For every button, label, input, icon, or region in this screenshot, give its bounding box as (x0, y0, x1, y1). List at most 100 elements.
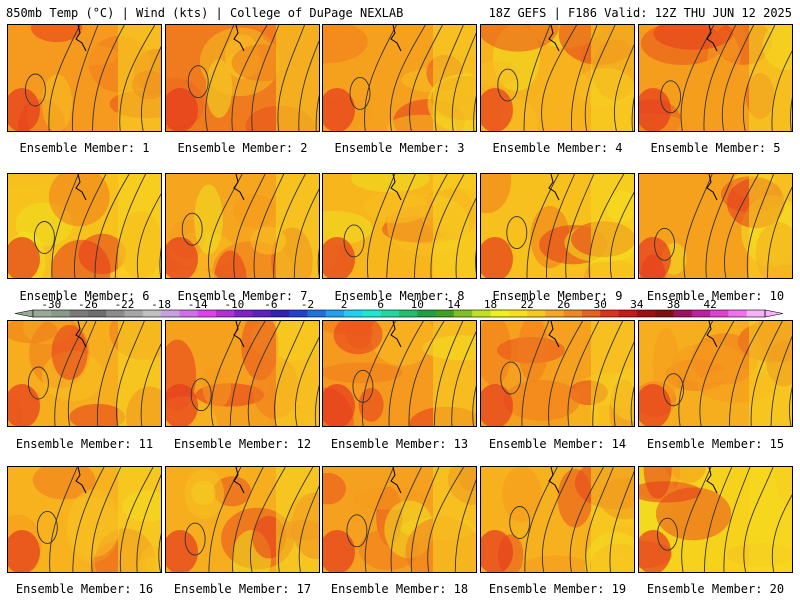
colorbar-segment (216, 310, 235, 317)
height-contour (770, 335, 792, 426)
height-contour (455, 197, 476, 278)
ensemble-member-label: Ensemble Member: 20 (646, 582, 785, 596)
height-contour (454, 478, 476, 572)
height-contour (231, 25, 268, 131)
ensemble-member-label: Ensemble Member: 14 (488, 437, 627, 451)
ensemble-member-label: Ensemble Member: 16 (15, 582, 154, 596)
height-contour (273, 174, 306, 278)
height-contour (703, 25, 737, 131)
height-contour (389, 25, 426, 131)
height-contour (72, 467, 105, 572)
height-contour (771, 50, 792, 131)
colorbar-tick: 18 (483, 298, 498, 311)
ensemble-member-map (322, 466, 477, 573)
height-contour (51, 174, 79, 278)
colorbar-tick: -6 (264, 298, 278, 311)
colorbar-segment (746, 310, 766, 317)
ensemble-member-label: Ensemble Member: 3 (334, 141, 465, 155)
height-contour (742, 25, 776, 131)
ensemble-member-map (480, 466, 635, 573)
colorbar-segment (472, 310, 491, 317)
colorbar-segment (728, 310, 748, 317)
height-contour (788, 386, 792, 426)
ensemble-member-map (480, 320, 635, 427)
height-contour (136, 193, 161, 278)
colorbar-tick: 38 (666, 298, 681, 311)
ensemble-member-label: Ensemble Member: 19 (488, 582, 627, 596)
ensemble-member-map (322, 173, 477, 279)
ensemble-member-label: Ensemble Member: 11 (15, 437, 154, 451)
height-contour (569, 467, 604, 572)
ensemble-member-map (165, 466, 320, 573)
colorbar-segment (289, 310, 308, 317)
ensemble-member-map (165, 320, 320, 427)
height-contour (317, 248, 319, 278)
colorbar-segment (435, 310, 455, 317)
height-contour (247, 321, 281, 426)
map-title: 850mb Temp (°C) | Wind (kts) | College o… (6, 6, 404, 20)
colorbar-tick: -18 (151, 298, 172, 311)
colorbar-tick: -2 (300, 298, 315, 311)
height-contour (613, 43, 634, 131)
ensemble-member-map (322, 320, 477, 427)
colorbar-tick: 2 (340, 298, 348, 311)
colorbar-segment (508, 310, 528, 317)
height-contour (703, 467, 733, 572)
height-contour (475, 249, 476, 274)
ensemble-member-map (638, 173, 793, 279)
height-contour (390, 467, 422, 572)
height-contour (541, 467, 574, 572)
colorbar-tick: 30 (593, 298, 607, 311)
ensemble-member-map (638, 466, 793, 573)
ensemble-member-label: Ensemble Member: 2 (177, 141, 308, 155)
height-contour (410, 467, 440, 572)
colorbar-segment (655, 310, 674, 317)
height-contour (388, 321, 424, 426)
height-contour (71, 25, 99, 131)
height-contour (274, 321, 305, 426)
colorbar-tick: 42 (703, 298, 717, 311)
height-contour (94, 174, 130, 278)
height-contour (588, 174, 625, 278)
height-contour (521, 321, 550, 426)
height-contour (232, 467, 264, 572)
colorbar-segment (691, 310, 711, 317)
height-contour (294, 336, 319, 426)
colorbar-segment (527, 310, 546, 317)
colorbar-segment (710, 310, 729, 317)
colorbar-segment (69, 310, 89, 317)
height-contour (434, 25, 464, 131)
height-contour (592, 321, 624, 426)
height-contour (298, 40, 319, 131)
height-contour (277, 25, 306, 131)
colorbar-segment (106, 310, 125, 317)
height-contour (546, 174, 575, 278)
height-contour (767, 186, 792, 278)
height-contour (473, 95, 476, 131)
height-contour (315, 94, 319, 131)
colorbar-segment (33, 310, 52, 317)
height-contour (251, 25, 280, 131)
height-contour (750, 321, 783, 426)
height-contour (721, 25, 754, 131)
height-contour (386, 174, 416, 278)
height-contour (585, 467, 614, 572)
colorbar-segment (234, 310, 253, 317)
height-contour (361, 321, 396, 426)
height-contour (92, 25, 125, 131)
ensemble-member-map (638, 24, 793, 132)
height-contour (293, 188, 319, 278)
height-contour (408, 321, 445, 426)
colorbar-segment (563, 310, 583, 317)
height-contour (48, 25, 81, 131)
colorbar-segment (252, 310, 272, 317)
ensemble-member-map (165, 24, 320, 132)
ensemble-member-map (7, 466, 162, 573)
ensemble-member-map (322, 24, 477, 132)
colorbar-tick: 34 (630, 298, 644, 311)
colorbar-tick: -14 (187, 298, 208, 311)
height-contour (414, 174, 448, 278)
ensemble-member-label: Ensemble Member: 8 (334, 289, 465, 303)
height-contour (314, 384, 319, 426)
